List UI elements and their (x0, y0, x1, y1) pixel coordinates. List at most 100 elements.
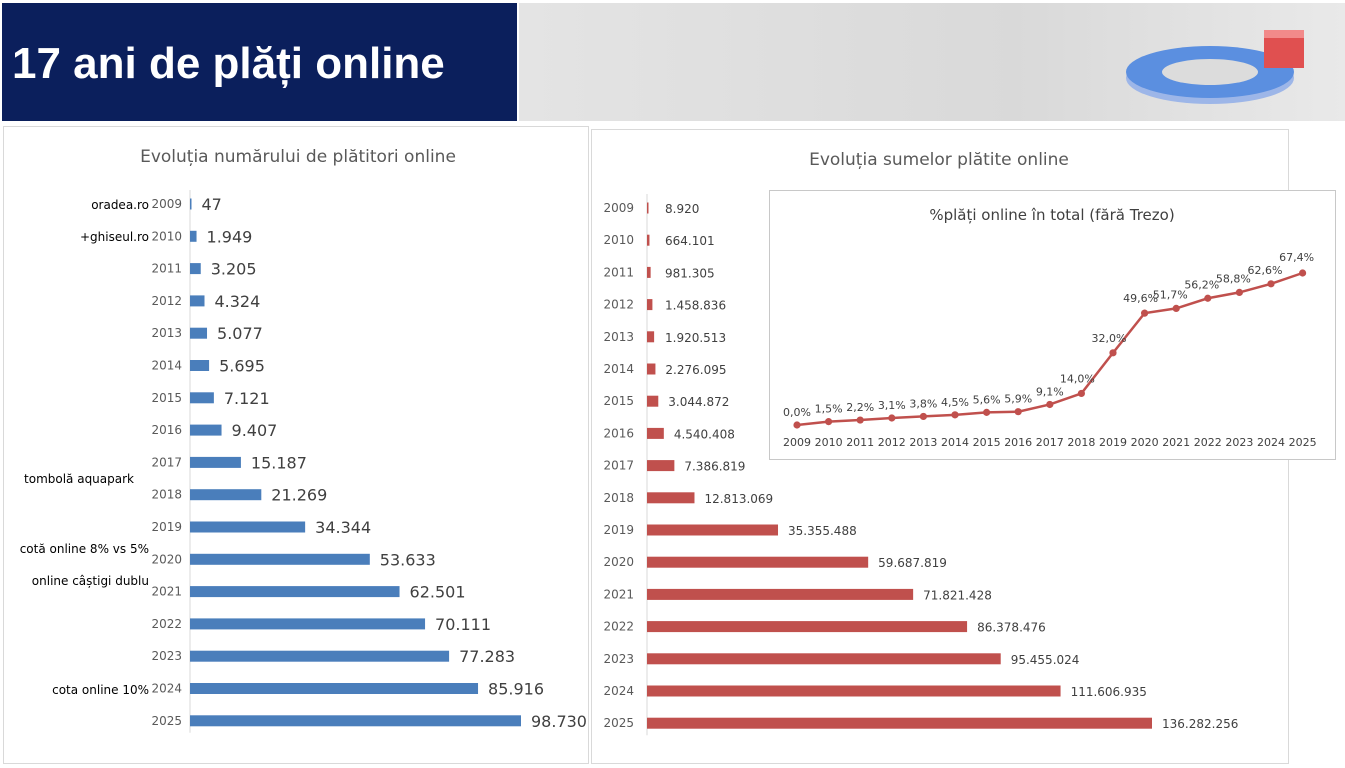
tick-label: 2016 (1004, 436, 1032, 449)
tick-label: 2009 (783, 436, 811, 449)
data-label: 7.386.819 (684, 460, 745, 474)
tick-label: 2013 (603, 330, 634, 344)
bar (647, 427, 664, 439)
bar (190, 618, 426, 630)
tick-label: 2021 (603, 587, 634, 601)
data-label: 8.920 (665, 202, 699, 216)
bar (190, 586, 400, 598)
annotation-label: cota online 10% (52, 683, 149, 697)
data-label: 2,2% (846, 401, 874, 414)
data-label: 95.455.024 (1011, 653, 1080, 667)
annotation-label: tombolă aquapark (24, 472, 134, 486)
data-point (1299, 269, 1307, 277)
data-label: 59.687.819 (878, 556, 947, 570)
tick-label: 2019 (1099, 436, 1127, 449)
tick-label: 2024 (603, 684, 634, 698)
percent-line-chart: %plăți online în total (fără Trezo) 0,0% 1… (783, 206, 1317, 449)
tick-label: 2010 (815, 436, 843, 449)
data-label: 4.324 (214, 292, 260, 311)
data-point (983, 408, 991, 416)
data-point (1046, 400, 1054, 409)
data-point (856, 416, 864, 424)
header: 17 ani de plăți online (0, 0, 1345, 122)
tick-label: 2018 (151, 488, 182, 502)
bar (647, 299, 653, 311)
data-label: 3.044.872 (668, 395, 729, 409)
annotation-label: online câștigi dublu (32, 574, 149, 588)
data-label: 9.407 (232, 421, 278, 440)
data-label: 1.949 (207, 227, 253, 246)
tick-label: 2020 (1131, 436, 1159, 449)
tick-label: 2012 (878, 436, 906, 449)
tick-label: 2025 (603, 716, 634, 730)
page-title: 17 ani de plăți online (12, 39, 445, 88)
data-label: 47 (202, 195, 222, 214)
data-label: 77.283 (459, 647, 515, 666)
bar (190, 198, 192, 210)
bar (647, 460, 675, 472)
bar (647, 685, 1061, 697)
data-point (1204, 294, 1212, 302)
bar (190, 683, 479, 694)
bar (647, 492, 695, 504)
bar (190, 521, 306, 533)
payers-chart-panel: Evoluția numărului de plătitori online 20… (3, 126, 589, 764)
data-point (1077, 389, 1085, 398)
tick-label: 2023 (1225, 436, 1253, 449)
data-point (951, 411, 959, 419)
tick-label: 2010 (603, 233, 634, 247)
tick-label: 2013 (151, 326, 182, 340)
data-label: 71.821.428 (923, 588, 992, 602)
data-label: 53.633 (380, 550, 436, 569)
bar (647, 234, 650, 246)
data-point (793, 421, 801, 429)
tick-label: 2021 (1162, 436, 1190, 449)
bar (647, 363, 656, 375)
bar (647, 621, 968, 633)
tick-label: 2019 (603, 523, 634, 537)
data-label: 3,8% (909, 397, 937, 410)
bar (647, 717, 1152, 729)
data-label: 70.111 (435, 615, 491, 634)
bar (647, 395, 659, 407)
bar (190, 424, 222, 436)
tick-label: 2015 (603, 394, 634, 408)
tick-label: 2014 (151, 359, 182, 373)
tick-label: 2020 (151, 552, 182, 566)
tick-label: 2014 (603, 362, 634, 376)
tick-label: 2025 (151, 714, 182, 728)
tick-label: 2016 (603, 426, 634, 440)
bar (190, 327, 208, 339)
tick-label: 2022 (1194, 436, 1222, 449)
data-label: 14,0% (1060, 372, 1095, 385)
data-label: 2.276.095 (665, 363, 726, 377)
bar (647, 331, 655, 343)
data-label: 4.540.408 (674, 427, 735, 441)
data-label: 664.101 (665, 234, 715, 248)
tick-label: 2019 (151, 520, 182, 534)
data-label: 3.205 (211, 260, 257, 279)
payers-bar-chart: Evoluția numărului de plătitori online 20… (20, 147, 587, 733)
data-label: 34.344 (315, 518, 371, 537)
data-point (1172, 304, 1180, 313)
annotation-label: cotă online 8% vs 5% (20, 542, 149, 556)
tick-label: 2023 (603, 652, 634, 666)
tick-label: 2022 (603, 620, 634, 634)
tick-label: 2011 (151, 262, 182, 276)
data-point (888, 414, 896, 422)
data-label: 3,1% (878, 399, 906, 412)
tick-label: 2015 (973, 436, 1001, 449)
data-label: 15.187 (251, 453, 307, 472)
bar (190, 489, 262, 501)
data-label: 5.695 (219, 357, 265, 376)
bar (647, 524, 779, 536)
tick-label: 2024 (1257, 436, 1285, 449)
tick-label: 2014 (941, 436, 969, 449)
tick-label: 2012 (603, 298, 634, 312)
tick-label: 2009 (151, 197, 182, 211)
bar (190, 263, 201, 275)
amounts-bar-chart: Evoluția sumelor plătite online 2009 8.920… (603, 150, 1238, 736)
data-point (1109, 349, 1117, 357)
ring-chart-logo-icon (1126, 30, 1304, 104)
tick-label: 2022 (151, 617, 182, 631)
